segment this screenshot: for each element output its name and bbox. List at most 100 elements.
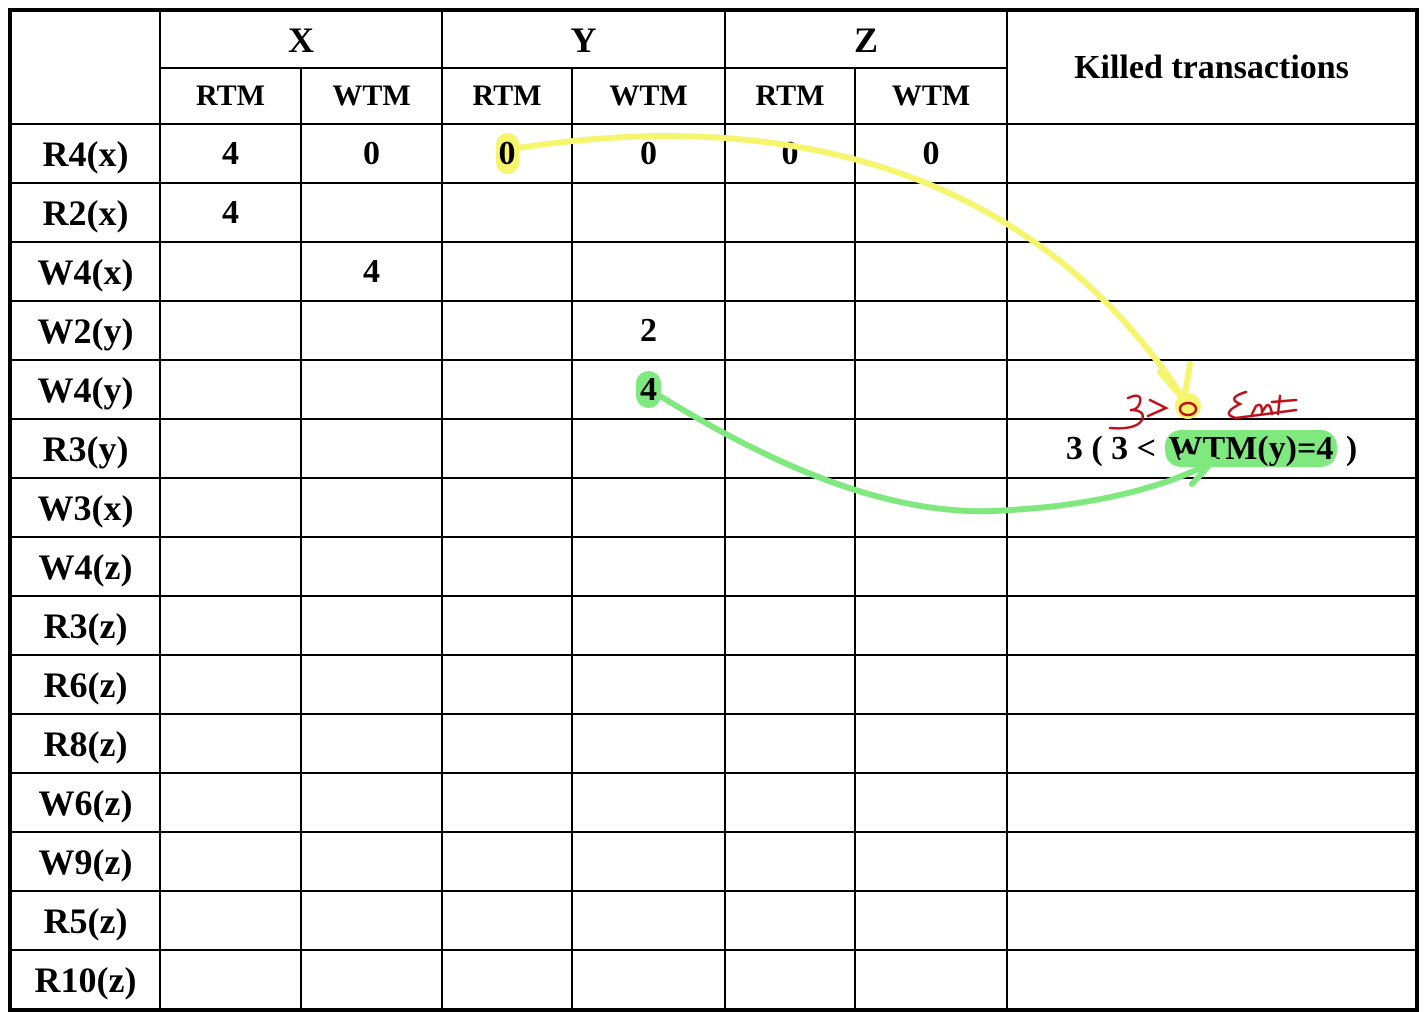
killed-cell xyxy=(1006,477,1418,538)
cell-z-wtm xyxy=(854,477,1008,538)
cell-z-rtm xyxy=(724,772,856,833)
killed-cell xyxy=(1006,713,1418,774)
cell-value: 4 xyxy=(636,370,661,408)
killed-cell xyxy=(1006,831,1418,892)
killed-cell xyxy=(1006,772,1418,833)
operation-label: R5(z) xyxy=(9,890,161,951)
cell-value: 0 xyxy=(495,132,519,174)
cell-z-rtm xyxy=(724,654,856,715)
cell-z-rtm xyxy=(724,359,856,420)
cell-x-wtm xyxy=(300,890,443,951)
killed-expression: 3 ( 3 < WTM(y)=4 ) xyxy=(1065,429,1358,467)
cell-value: 4 xyxy=(222,134,239,172)
table-row: R8(z) xyxy=(9,713,1418,774)
cell-y-wtm xyxy=(571,536,726,597)
sub-header-z-wtm: WTM xyxy=(854,67,1008,125)
killed-cell: 3 ( 3 < WTM(y)=4 ) xyxy=(1006,418,1418,479)
cell-z-wtm xyxy=(854,300,1008,361)
sub-header-y-wtm: WTM xyxy=(571,67,726,125)
cell-x-rtm xyxy=(159,418,302,479)
cell-y-rtm xyxy=(441,477,573,538)
operation-label: R6(z) xyxy=(9,654,161,715)
cell-x-rtm xyxy=(159,831,302,892)
cell-value: 0 xyxy=(922,134,940,172)
killed-expression-prefix: 3 ( 3 < xyxy=(1065,429,1165,467)
cell-y-wtm: 2 xyxy=(571,300,726,361)
cell-value: 2 xyxy=(640,311,657,349)
table-body: R4(x) 4 0 0 0 0 0 R2(x) 4 W4(x) 4 W2(y) 2 W4(y) 4 R3(y)… xyxy=(9,123,1418,1011)
sub-header-y-rtm: RTM xyxy=(441,67,573,125)
cell-z-rtm xyxy=(724,949,856,1011)
group-header-z: Z xyxy=(724,9,1008,69)
operation-label: R4(x) xyxy=(9,123,161,184)
cell-z-wtm: 0 xyxy=(854,123,1008,184)
cell-y-rtm: 0 xyxy=(441,123,573,184)
killed-cell xyxy=(1006,182,1418,243)
cell-y-wtm xyxy=(571,890,726,951)
cell-z-wtm xyxy=(854,890,1008,951)
cell-y-rtm xyxy=(441,536,573,597)
cell-x-wtm xyxy=(300,713,443,774)
cell-x-wtm xyxy=(300,418,443,479)
cell-z-rtm xyxy=(724,418,856,479)
cell-x-rtm xyxy=(159,890,302,951)
cell-x-wtm: 0 xyxy=(300,123,443,184)
cell-y-wtm xyxy=(571,418,726,479)
cell-z-rtm xyxy=(724,831,856,892)
timestamp-ordering-table: X Y Z Killed transactions RTM WTM RTM WT… xyxy=(8,8,1419,1012)
cell-y-rtm xyxy=(441,772,573,833)
cell-y-wtm xyxy=(571,477,726,538)
operation-label: R8(z) xyxy=(9,713,161,774)
cell-x-wtm xyxy=(300,831,443,892)
cell-x-wtm xyxy=(300,359,443,420)
killed-cell xyxy=(1006,536,1418,597)
operation-label: W3(x) xyxy=(9,477,161,538)
cell-z-wtm xyxy=(854,595,1008,656)
cell-z-wtm xyxy=(854,359,1008,420)
table-row: R5(z) xyxy=(9,890,1418,951)
cell-z-rtm xyxy=(724,536,856,597)
operation-label: R2(x) xyxy=(9,182,161,243)
killed-expression-highlight: WTM(y)=4 xyxy=(1164,429,1338,467)
cell-x-rtm xyxy=(159,300,302,361)
operation-label: R3(y) xyxy=(9,418,161,479)
cell-z-rtm xyxy=(724,241,856,302)
killed-cell xyxy=(1006,595,1418,656)
cell-y-wtm xyxy=(571,949,726,1011)
cell-z-rtm xyxy=(724,890,856,951)
operation-label: W4(x) xyxy=(9,241,161,302)
table-row: W6(z) xyxy=(9,772,1418,833)
cell-y-rtm xyxy=(441,595,573,656)
operation-label: W2(y) xyxy=(9,300,161,361)
cell-z-wtm xyxy=(854,831,1008,892)
cell-z-rtm xyxy=(724,182,856,243)
sub-header-x-rtm: RTM xyxy=(159,67,302,125)
cell-value: 0 xyxy=(363,134,380,172)
cell-z-rtm xyxy=(724,300,856,361)
killed-cell xyxy=(1006,890,1418,951)
cell-z-wtm xyxy=(854,182,1008,243)
cell-x-wtm xyxy=(300,300,443,361)
table-row: R2(x) 4 xyxy=(9,182,1418,243)
cell-x-rtm: 4 xyxy=(159,182,302,243)
cell-x-wtm xyxy=(300,654,443,715)
killed-cell xyxy=(1006,123,1418,184)
cell-y-rtm xyxy=(441,949,573,1011)
cell-y-rtm xyxy=(441,890,573,951)
cell-y-rtm xyxy=(441,654,573,715)
cell-value: 0 xyxy=(640,134,657,172)
table-row: R4(x) 4 0 0 0 0 0 xyxy=(9,123,1418,184)
table-row: W4(x) 4 xyxy=(9,241,1418,302)
killed-cell xyxy=(1006,241,1418,302)
cell-x-rtm xyxy=(159,654,302,715)
cell-x-wtm xyxy=(300,772,443,833)
cell-y-rtm xyxy=(441,241,573,302)
killed-cell xyxy=(1006,300,1418,361)
cell-y-rtm xyxy=(441,831,573,892)
cell-z-wtm xyxy=(854,772,1008,833)
killed-expression-suffix: ) xyxy=(1337,429,1358,467)
cell-y-wtm: 0 xyxy=(571,123,726,184)
cell-y-wtm: 4 xyxy=(571,359,726,420)
cell-y-rtm xyxy=(441,300,573,361)
cell-y-wtm xyxy=(571,241,726,302)
